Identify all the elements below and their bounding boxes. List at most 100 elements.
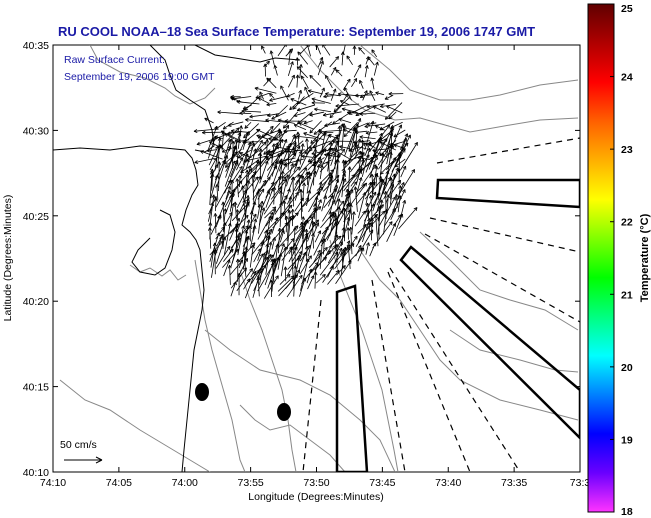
current-vector — [312, 140, 331, 149]
current-vector — [235, 157, 244, 171]
colorbar-ticks: 25 24 23 22 21 20 19 18 — [610, 3, 633, 518]
current-vector — [290, 209, 295, 227]
current-vector — [236, 99, 260, 105]
current-vector — [311, 100, 325, 105]
y-tick-label: 40:35 — [23, 40, 49, 52]
current-vector — [234, 228, 239, 248]
current-vector — [280, 170, 285, 200]
x-tick-label: 74:10 — [40, 477, 66, 489]
current-vector — [286, 210, 292, 242]
current-vector — [204, 117, 214, 124]
current-vector — [279, 230, 285, 243]
x-tick-label: 73:3 — [570, 477, 591, 489]
x-tick-label: 73:35 — [501, 477, 527, 489]
bathymetry-contour — [194, 259, 246, 472]
current-vector — [296, 131, 301, 149]
current-vector — [335, 159, 340, 184]
current-vector — [359, 112, 376, 116]
current-vector — [305, 45, 311, 57]
current-vector — [244, 121, 252, 129]
current-vector — [212, 242, 217, 275]
bathymetry-contour — [89, 45, 216, 105]
current-vector — [386, 105, 403, 114]
figure-title: RU COOL NOAA–18 Sea Surface Temperature:… — [58, 24, 535, 39]
current-vector — [263, 63, 268, 77]
current-vector — [268, 137, 286, 142]
current-vector — [248, 225, 253, 242]
current-vector — [377, 176, 383, 201]
current-vector — [265, 139, 270, 158]
current-vector — [311, 148, 333, 156]
current-vector — [298, 89, 303, 100]
current-vector — [309, 111, 325, 117]
current-vector — [284, 215, 289, 233]
current-vector — [231, 96, 252, 101]
current-vector — [304, 228, 309, 249]
current-vector — [334, 220, 340, 250]
current-vector — [314, 230, 322, 243]
current-vector — [288, 49, 293, 66]
bathymetry-contour — [239, 404, 346, 472]
current-vector — [319, 87, 325, 98]
current-vector — [329, 184, 339, 214]
current-vector — [283, 158, 305, 166]
current-vector — [313, 222, 320, 235]
current-vector — [259, 91, 265, 100]
scale-label: 50 cm/s — [60, 439, 97, 451]
current-vector — [329, 56, 340, 68]
bathymetry-contour — [204, 329, 396, 472]
current-vector — [365, 142, 376, 149]
current-vector — [393, 143, 407, 150]
current-vector — [315, 273, 326, 284]
current-vector — [372, 105, 386, 113]
current-vector — [295, 57, 300, 66]
current-vector — [299, 255, 312, 275]
current-vector — [353, 140, 370, 145]
current-vector — [259, 252, 267, 285]
current-vector — [215, 214, 222, 228]
current-vector — [374, 173, 379, 187]
surface-current-vectors — [193, 45, 418, 299]
current-vector — [283, 266, 288, 282]
current-vector — [300, 75, 309, 89]
current-vector — [240, 185, 246, 220]
current-vector — [274, 139, 288, 170]
current-vector — [354, 130, 368, 135]
current-vector — [254, 86, 277, 94]
current-vector — [277, 227, 282, 254]
current-vector — [335, 243, 339, 263]
current-vector — [341, 169, 347, 198]
annotation-line2: September 19, 2006 19:00 GMT — [64, 71, 215, 83]
current-vector — [355, 177, 363, 198]
annotation-line1: Raw Surface Current: — [64, 54, 165, 66]
current-vector — [283, 129, 297, 133]
current-vector — [305, 138, 309, 152]
current-vector — [269, 50, 275, 66]
current-vector — [309, 120, 322, 134]
current-vector — [215, 184, 219, 200]
current-vector — [382, 170, 390, 194]
current-vector — [379, 121, 395, 131]
current-vector — [292, 140, 304, 150]
current-vector — [398, 185, 403, 200]
current-vector — [265, 155, 277, 161]
current-vector — [237, 148, 253, 159]
y-tick-label: 40:30 — [23, 125, 49, 137]
current-vector — [271, 153, 280, 177]
current-vector — [347, 203, 353, 226]
current-vector — [375, 91, 385, 96]
current-vector — [306, 189, 312, 207]
current-vector — [214, 198, 218, 212]
current-vector — [224, 159, 233, 168]
current-vector — [243, 195, 250, 228]
bathymetry-contour — [239, 269, 297, 472]
current-vector — [313, 148, 318, 171]
current-vector — [366, 103, 385, 109]
current-vector — [307, 89, 323, 95]
shipping-lane-boundary — [302, 299, 322, 472]
current-vector — [256, 276, 261, 297]
current-vector — [209, 171, 214, 205]
current-vector — [266, 77, 277, 89]
current-vector — [303, 120, 313, 125]
current-vector — [243, 123, 259, 139]
